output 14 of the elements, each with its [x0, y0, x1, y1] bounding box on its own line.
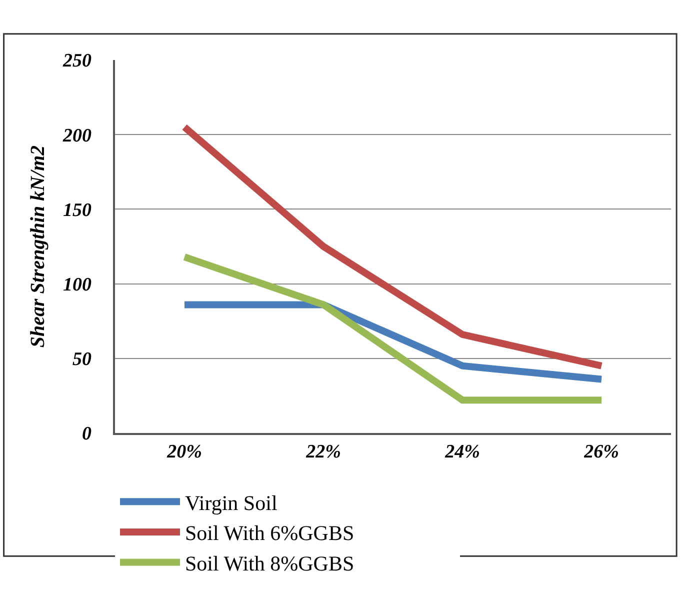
y-tick-label: 150: [62, 200, 92, 221]
y-tick-label: 250: [62, 50, 92, 72]
y-axis-title: Shear Strengthin kN/m2: [26, 145, 49, 348]
legend-label: Soil With 6%GGBS: [185, 521, 354, 546]
y-tick-label: 100: [62, 274, 92, 296]
x-tick-label: 24%: [444, 442, 480, 463]
y-tick-label: 200: [62, 125, 92, 146]
y-tick-label: 50: [72, 349, 92, 370]
x-tick-label: 20%: [166, 442, 202, 463]
x-tick-label: 26%: [583, 442, 619, 463]
x-tick-label: 22%: [305, 442, 341, 463]
legend-label: Soil With 8%GGBS: [185, 551, 354, 576]
y-tick-label: 0: [82, 424, 92, 445]
legend-label: Virgin Soil: [185, 490, 278, 515]
